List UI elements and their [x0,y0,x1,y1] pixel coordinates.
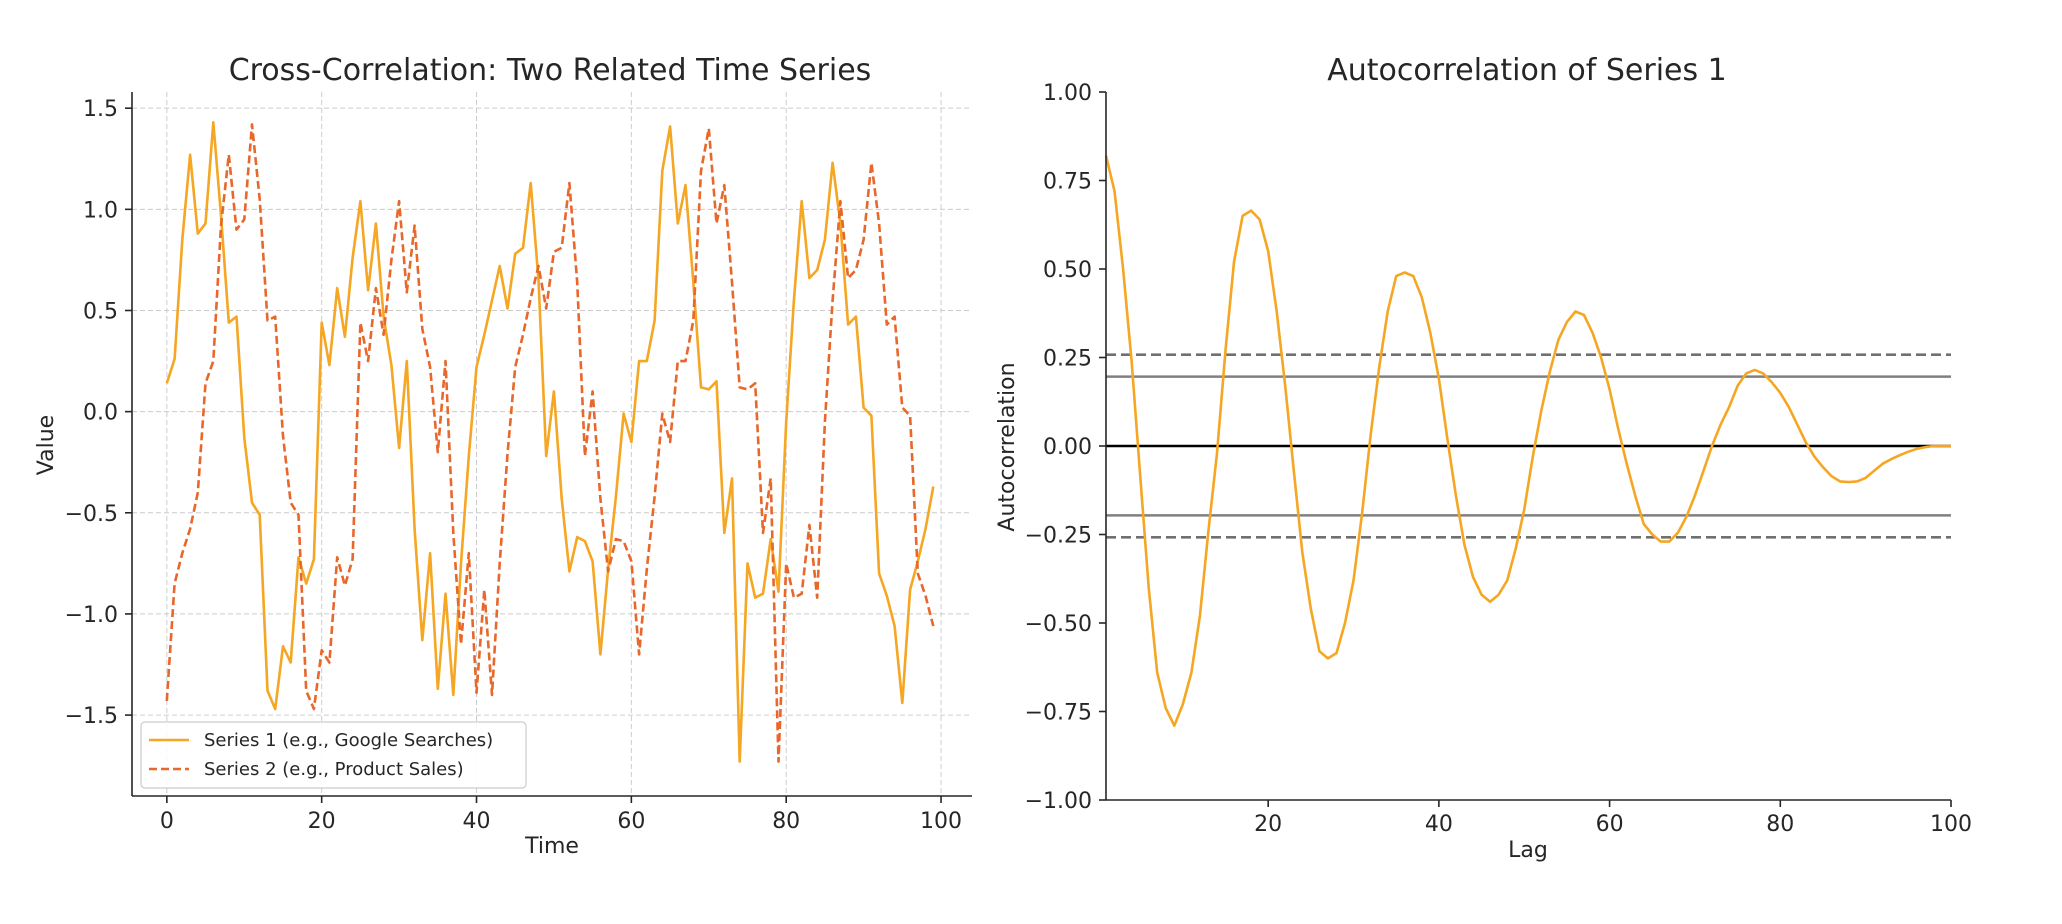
y-tick-label: −0.75 [1025,701,1092,726]
y-tick-label: 0.0 [83,401,118,426]
y-tick-label: 0.5 [83,299,118,324]
x-axis-label: Lag [1508,838,1548,863]
gridlines [132,92,972,796]
series-lines [1104,155,1951,728]
x-tick-label: 100 [920,809,962,834]
reference-lines [1106,353,1951,539]
x-axis-ticks: 0 20 40 60 80 100 [160,796,962,834]
x-tick-label: 20 [308,809,336,834]
autocorrelation-chart: Autocorrelation of Series 1 20 40 60 80 100 … [995,53,1972,863]
y-tick-label: −1.00 [1025,789,1092,814]
y-tick-label: 0.75 [1043,170,1092,195]
x-tick-label: 80 [772,809,800,834]
y-tick-label: 0.50 [1043,258,1092,283]
y-axis-label: Autocorrelation [995,362,1020,531]
x-tick-label: 40 [463,809,491,834]
legend-box [140,721,527,789]
x-tick-label: 40 [1425,812,1453,837]
y-axis-ticks: −1.00 −0.75 −0.50 −0.25 0.00 0.25 0.50 0.75 1.00 [1025,81,1106,814]
y-tick-label: 0.00 [1043,435,1092,460]
chart-title: Cross-Correlation: Two Related Time Seri… [229,53,872,88]
legend: Series 1 (e.g., Google Searches) Series … [140,721,527,789]
x-axis-ticks: 20 40 60 80 100 [1254,800,1972,837]
x-tick-label: 60 [617,809,645,834]
x-tick-label: 80 [1766,812,1794,837]
y-tick-label: −0.25 [1025,524,1092,549]
x-tick-label: 0 [160,809,174,834]
x-tick-label: 20 [1254,812,1282,837]
y-axis-ticks: −1.5 −1.0 −0.5 0.0 0.5 1.0 1.5 [65,97,132,729]
x-axis-label: Time [524,834,579,859]
y-tick-label: −1.0 [65,603,118,628]
legend-label-series-2: Series 2 (e.g., Product Sales) [204,759,464,780]
y-tick-label: 0.25 [1043,347,1092,372]
chart-title: Autocorrelation of Series 1 [1327,53,1727,88]
series-1-line [165,121,935,763]
y-axis-label: Value [34,415,59,475]
y-tick-label: −1.5 [65,704,118,729]
y-tick-label: −0.50 [1025,612,1092,637]
y-tick-label: 1.0 [83,198,118,223]
y-tick-label: 1.5 [83,97,118,122]
series-lines [165,121,935,763]
y-tick-label: −0.5 [65,502,118,527]
y-tick-label: 1.00 [1043,81,1092,106]
x-tick-label: 60 [1596,812,1624,837]
cross-correlation-chart: Cross-Correlation: Two Related Time Seri… [34,53,972,859]
series-2-line [165,123,935,763]
legend-label-series-1: Series 1 (e.g., Google Searches) [204,730,493,751]
x-tick-label: 100 [1930,812,1972,837]
autocorrelation-line [1104,155,1951,728]
